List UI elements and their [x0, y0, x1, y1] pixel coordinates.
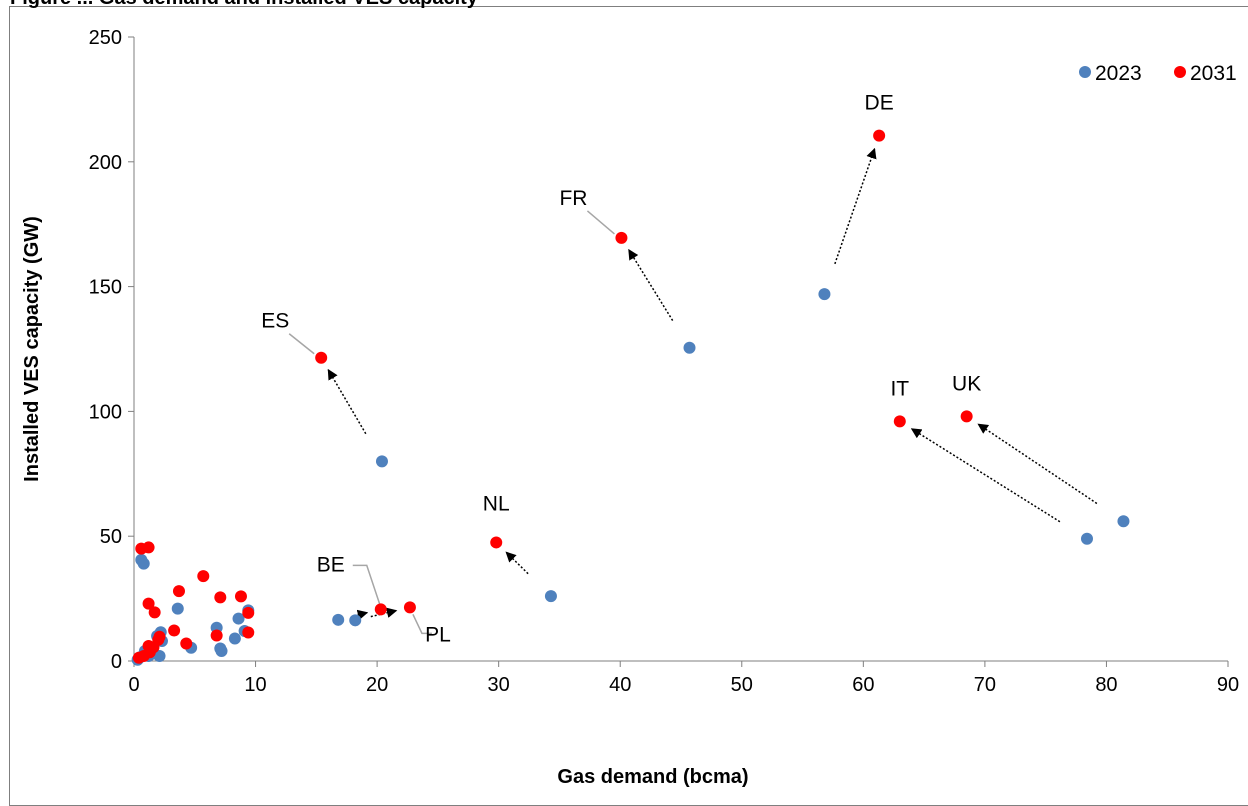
label-leader-line	[586, 210, 615, 235]
point-2031	[893, 415, 906, 428]
y-tick-label: 250	[89, 27, 122, 49]
y-tick-label: 50	[100, 526, 122, 548]
point-2023	[544, 590, 557, 603]
point-2031	[403, 601, 416, 614]
point-2031	[210, 629, 223, 642]
trend-arrow	[505, 551, 529, 575]
x-tick-label: 80	[1095, 674, 1117, 696]
point-2031	[172, 585, 185, 598]
country-label-nl: NL	[483, 492, 510, 515]
country-label-fr: FR	[559, 187, 587, 210]
country-label-de: DE	[865, 92, 894, 115]
point-2031	[148, 606, 161, 619]
point-2023	[1117, 515, 1130, 528]
legend: 2023 2031	[1079, 62, 1237, 85]
chart-title: Figure ... Gas demand and installed VES …	[10, 0, 478, 10]
point-2023	[232, 612, 245, 625]
point-2023	[171, 602, 184, 615]
point-2031	[615, 231, 628, 244]
trend-arrow	[977, 423, 1098, 505]
x-tick-label: 20	[366, 674, 388, 696]
trend-arrow	[910, 428, 1061, 523]
y-axis-title: Installed VES capacity (GW)	[21, 216, 43, 482]
label-leaders	[288, 210, 615, 635]
point-2031	[960, 410, 973, 423]
point-2023	[215, 645, 228, 658]
trend-arrow	[834, 147, 877, 265]
country-label-be: BE	[317, 553, 345, 576]
label-leader-line	[288, 333, 315, 355]
axes: 0 50 100 150 200 250 0 10 20 30 40 50 60 70 80 90	[89, 27, 1240, 696]
country-label-pl: PL	[425, 623, 451, 646]
x-tick-label: 50	[731, 674, 753, 696]
trend-arrow	[628, 248, 674, 321]
arrows-layer	[327, 147, 1098, 621]
x-tick-label: 30	[488, 674, 510, 696]
trend-arrow	[327, 368, 367, 435]
x-tick-label: 40	[609, 674, 631, 696]
point-2031	[214, 591, 227, 604]
legend-marker-2023	[1079, 66, 1091, 78]
y-tick-label: 100	[89, 401, 122, 423]
point-2023	[683, 341, 696, 354]
point-2023	[818, 288, 831, 301]
y-tick-label: 0	[111, 651, 122, 673]
legend-label-2023: 2023	[1095, 62, 1142, 85]
points-layer	[131, 129, 1130, 666]
x-tick-label: 60	[852, 674, 874, 696]
point-2031	[142, 541, 155, 554]
legend-marker-2031	[1174, 66, 1186, 78]
point-2023	[375, 455, 388, 468]
point-2031	[490, 536, 503, 549]
point-2031	[242, 626, 255, 639]
label-leader-line	[412, 614, 432, 635]
point-2031	[315, 351, 328, 364]
x-axis-title: Gas demand (bcma)	[557, 766, 748, 788]
point-2023	[349, 614, 362, 627]
point-2023	[332, 613, 345, 626]
point-2031	[132, 651, 145, 664]
country-labels: ES FR DE IT UK NL BE PL	[261, 92, 981, 647]
point-2031	[873, 129, 886, 142]
y-tick-label: 200	[89, 152, 122, 174]
point-2023	[228, 632, 241, 645]
point-2031	[142, 597, 155, 610]
y-tick-label: 150	[89, 277, 122, 299]
point-2031	[242, 606, 255, 619]
point-2031	[234, 590, 247, 603]
point-2023	[137, 557, 150, 570]
point-2031	[168, 624, 181, 637]
country-label-it: IT	[890, 377, 909, 400]
x-tick-label: 10	[244, 674, 266, 696]
point-2031	[197, 570, 210, 583]
x-tick-label: 90	[1217, 674, 1239, 696]
country-label-uk: UK	[952, 372, 981, 395]
point-2023	[1080, 532, 1093, 545]
country-label-es: ES	[261, 310, 289, 333]
x-tick-label: 0	[128, 674, 139, 696]
label-leader-line	[352, 564, 381, 605]
x-tick-label: 70	[974, 674, 996, 696]
point-2031	[152, 633, 165, 646]
legend-label-2031: 2031	[1190, 62, 1237, 85]
point-2031	[374, 603, 387, 616]
point-2031	[180, 637, 193, 650]
